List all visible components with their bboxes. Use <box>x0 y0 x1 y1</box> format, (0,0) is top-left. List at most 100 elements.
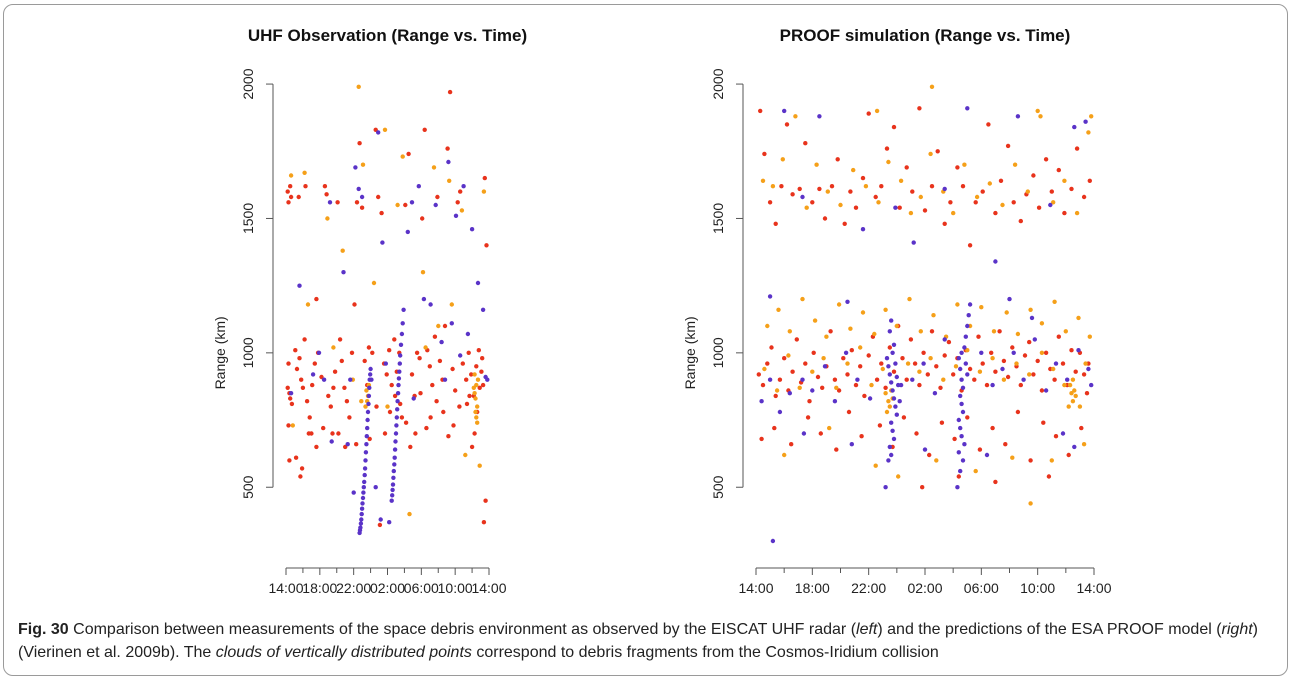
proof-data-point <box>967 243 973 248</box>
uhf-data-point <box>354 200 360 205</box>
proof-data-point <box>891 369 897 374</box>
proof-data-point <box>773 221 778 226</box>
uhf-data-point <box>356 84 361 90</box>
uhf-data-point <box>394 415 399 420</box>
proof-data-point <box>787 329 792 334</box>
uhf-data-point <box>435 194 440 200</box>
proof-y-axis-label: Range (km) <box>682 316 698 389</box>
proof-data-point <box>917 369 922 374</box>
proof-data-point <box>958 393 963 399</box>
uhf-data-point <box>390 487 395 493</box>
proof-data-point <box>782 108 787 114</box>
proof-data-point <box>877 423 883 428</box>
proof-data-point <box>955 302 960 307</box>
uhf-data-point <box>368 366 373 372</box>
uhf-data-point <box>364 434 369 439</box>
uhf-data-point <box>418 391 423 396</box>
proof-data-point <box>800 377 805 382</box>
proof-data-point <box>984 452 990 458</box>
uhf-data-point <box>421 296 427 302</box>
proof-data-point <box>777 377 783 382</box>
proof-data-point <box>789 442 794 447</box>
uhf-data-point <box>458 189 463 194</box>
proof-data-point <box>1000 366 1005 372</box>
uhf-y-axis-label: Range (km) <box>212 316 228 389</box>
proof-x-tick-label: 14:00 <box>738 580 773 596</box>
uhf-data-point <box>288 396 293 401</box>
proof-data-point <box>872 331 877 337</box>
uhf-data-point <box>345 442 350 447</box>
uhf-data-point <box>340 248 345 253</box>
proof-data-point <box>887 345 892 350</box>
proof-data-point <box>1018 218 1023 224</box>
proof-data-point <box>993 479 998 485</box>
uhf-data-point <box>446 159 451 165</box>
proof-data-point <box>925 372 930 377</box>
proof-data-point <box>959 377 964 382</box>
proof-data-point <box>942 221 947 226</box>
proof-data-point <box>817 114 822 119</box>
uhf-data-point <box>327 200 333 205</box>
proof-data-point <box>821 356 826 361</box>
proof-data-point <box>898 382 904 388</box>
uhf-data-point <box>359 506 365 511</box>
proof-data-point <box>1022 353 1028 358</box>
uhf-data-point <box>439 339 444 345</box>
proof-data-point <box>832 377 838 382</box>
proof-data-point <box>1069 186 1074 192</box>
proof-data-point <box>860 310 866 315</box>
proof-data-point <box>1027 372 1032 377</box>
uhf-data-point <box>400 154 405 159</box>
uhf-data-point <box>363 450 369 455</box>
uhf-x-tick-label: 14:00 <box>471 580 506 596</box>
proof-data-point <box>1081 442 1087 447</box>
proof-data-point <box>946 339 952 345</box>
proof-data-point <box>762 151 767 157</box>
proof-data-point <box>1066 452 1071 458</box>
uhf-data-point <box>382 127 388 132</box>
proof-data-point <box>1004 310 1009 315</box>
uhf-data-point <box>359 511 364 517</box>
proof-data-point <box>955 485 960 490</box>
proof-data-point <box>929 184 935 189</box>
proof-data-point <box>1035 358 1040 364</box>
proof-data-point <box>976 334 981 339</box>
uhf-data-point <box>431 165 437 170</box>
uhf-data-point <box>294 366 300 372</box>
proof-data-point <box>1000 202 1005 208</box>
proof-data-point <box>935 149 940 154</box>
proof-data-point <box>1028 458 1033 463</box>
uhf-data-point <box>314 444 319 450</box>
uhf-data-point <box>322 184 328 189</box>
uhf-data-point <box>464 401 470 407</box>
uhf-data-point <box>394 423 399 428</box>
proof-data-point <box>1005 143 1011 149</box>
proof-data-point <box>1015 114 1021 119</box>
proof-data-point <box>1041 420 1046 425</box>
uhf-data-point <box>408 444 413 450</box>
uhf-data-point <box>471 385 476 390</box>
caption-right: right <box>1221 621 1253 638</box>
proof-data-point <box>760 178 766 183</box>
proof-data-point <box>894 412 899 417</box>
uhf-data-point <box>475 280 481 286</box>
uhf-data-point <box>359 194 365 200</box>
proof-data-point <box>1043 350 1049 355</box>
uhf-data-point <box>297 356 302 361</box>
uhf-data-point <box>392 455 397 460</box>
proof-data-point <box>824 334 829 339</box>
proof-y-tick-label: 2000 <box>710 68 726 99</box>
proof-data-point <box>1069 348 1074 353</box>
uhf-data-point <box>365 425 370 431</box>
uhf-data-point <box>464 377 469 382</box>
uhf-data-point <box>409 200 415 205</box>
proof-y-tick-label: 1000 <box>710 337 726 368</box>
uhf-data-point <box>460 361 465 366</box>
proof-data-point <box>934 458 939 463</box>
uhf-y-tick-label: 1000 <box>240 337 256 368</box>
left-chart-panel: UHF Observation (Range vs. Time) 500 1000 1… <box>4 5 644 605</box>
uhf-data-point <box>385 404 390 409</box>
proof-data-point <box>1035 108 1040 114</box>
proof-data-point <box>922 447 928 452</box>
proof-data-point <box>794 337 799 342</box>
